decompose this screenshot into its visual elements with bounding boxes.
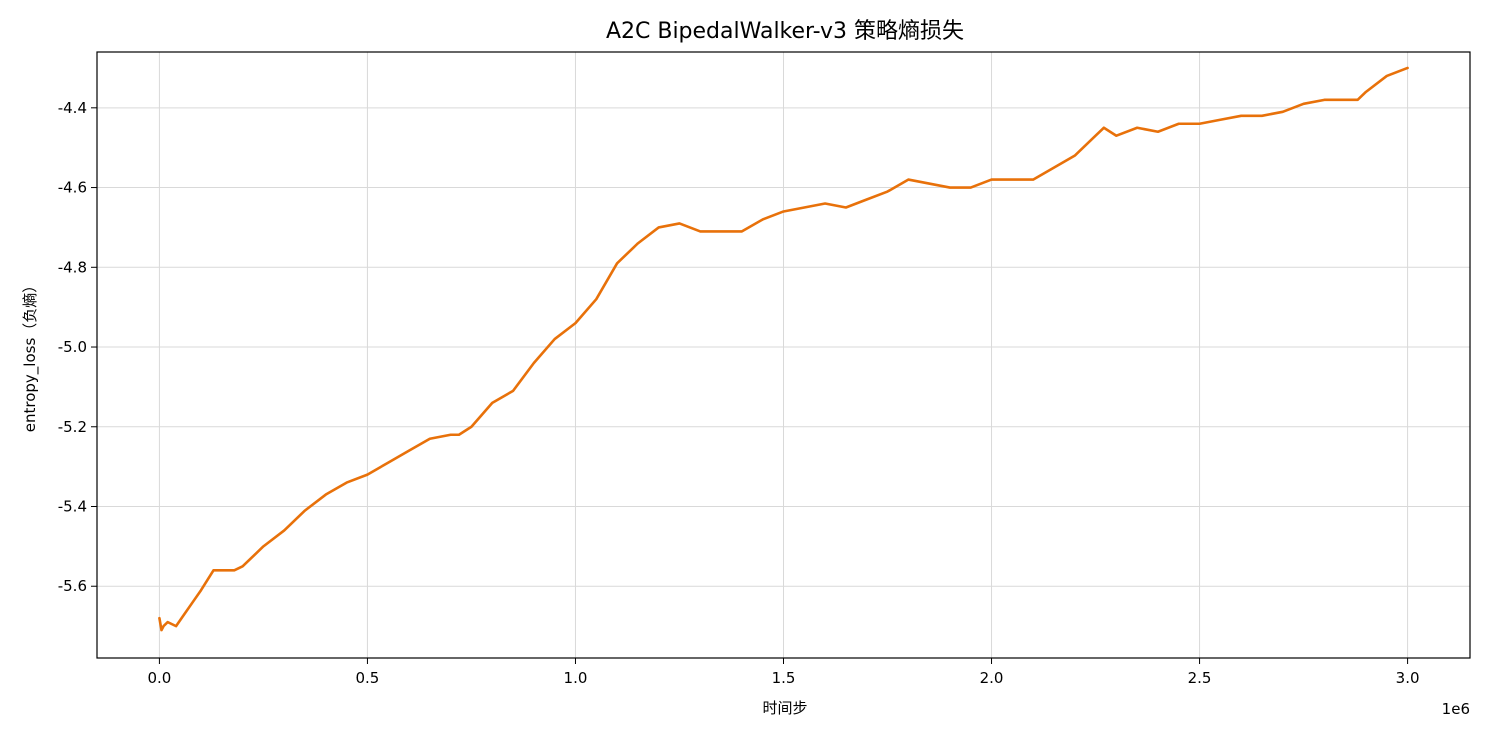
- y-axis-label: entropy_loss（负熵）: [21, 278, 40, 433]
- grid-lines: [97, 52, 1470, 658]
- y-tick-label: -4.4: [58, 99, 87, 117]
- y-tick-label: -5.0: [58, 338, 87, 356]
- x-tick-label: 2.0: [980, 669, 1004, 687]
- x-axis-offset-label: 1e6: [1442, 700, 1470, 718]
- y-axis: -4.4 -4.6 -4.8 -5.0 -5.2 -5.4 -5.6: [58, 99, 97, 595]
- y-tick-label: -5.2: [58, 418, 87, 436]
- y-tick-label: -5.4: [58, 498, 87, 516]
- series-line: [158, 66, 1409, 632]
- x-tick-label: 3.0: [1396, 669, 1420, 687]
- x-tick-label: 2.5: [1188, 669, 1212, 687]
- x-tick-label: 1.0: [564, 669, 588, 687]
- x-axis: 0.0 0.5 1.0 1.5 2.0 2.5 3.0: [147, 658, 1420, 687]
- x-tick-label: 0.5: [356, 669, 380, 687]
- x-axis-label: 时间步: [762, 699, 807, 717]
- y-tick-label: -4.8: [58, 258, 87, 276]
- y-tick-label: -4.6: [58, 179, 87, 197]
- x-tick-label: 1.5: [772, 669, 796, 687]
- x-tick-label: 0.0: [147, 669, 171, 687]
- y-tick-label: -5.6: [58, 577, 87, 595]
- chart-title: A2C BipedalWalker-v3 策略熵损失: [606, 19, 964, 44]
